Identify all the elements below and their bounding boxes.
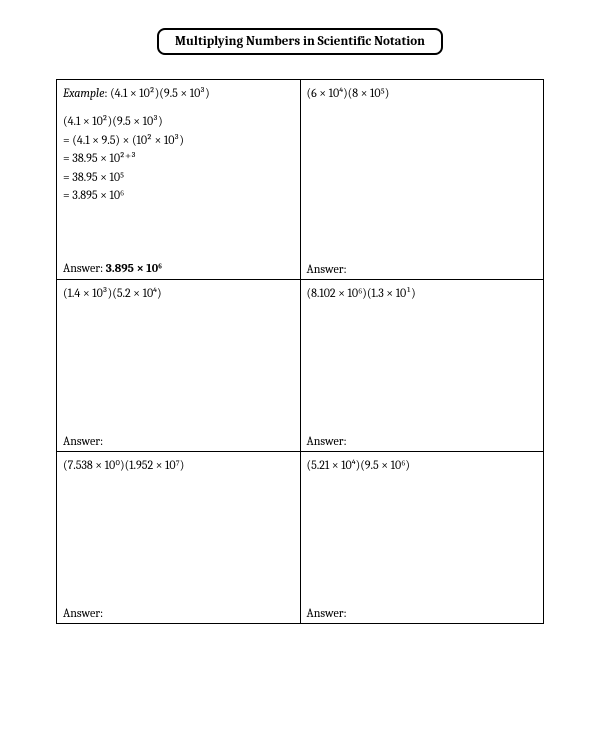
answer-label: Answer: — [63, 434, 103, 448]
cell-problem-5: (7.538 × 10⁰)(1.952 × 10⁷) Answer: — [57, 452, 301, 624]
answer-label: Answer: — [307, 606, 347, 620]
example-expression: (4.1 × 10²)(9.5 × 10³) — [110, 86, 210, 100]
answer-label: Answer: — [307, 434, 347, 448]
example-label: Example — [63, 86, 104, 100]
cell-example: Example: (4.1 × 10²)(9.5 × 10³) (4.1 × 1… — [57, 80, 301, 280]
answer-label: Answer: — [307, 262, 347, 276]
example-problem: Example: (4.1 × 10²)(9.5 × 10³) — [63, 84, 294, 102]
cell-problem-6: (5.21 × 10⁴)(9.5 × 10⁶) Answer: — [300, 452, 544, 624]
worksheet-page: Multiplying Numbers in Scientific Notati… — [0, 0, 600, 730]
problem-expression: (5.21 × 10⁴)(9.5 × 10⁶) — [307, 456, 538, 474]
work-line: = 3.895 × 10⁶ — [63, 186, 294, 205]
example-work: (4.1 × 10²)(9.5 × 10³) = (4.1 × 9.5) × (… — [63, 112, 294, 205]
answer-row: Answer: — [307, 606, 347, 620]
answer-row: Answer: — [63, 434, 103, 448]
answer-row: Answer: — [63, 606, 103, 620]
cell-problem-3: (1.4 × 10³)(5.2 × 10⁴) Answer: — [57, 280, 301, 452]
answer-label: Answer: — [63, 261, 106, 275]
work-line: = (4.1 × 9.5) × (10² × 10³) — [63, 131, 294, 150]
answer-value: 3.895 × 10⁶ — [106, 261, 162, 275]
answer-row: Answer: 3.895 × 10⁶ — [63, 261, 162, 276]
cell-problem-2: (6 × 10⁴)(8 × 10⁵) Answer: — [300, 80, 544, 280]
problem-grid: Example: (4.1 × 10²)(9.5 × 10³) (4.1 × 1… — [56, 79, 544, 624]
answer-row: Answer: — [307, 262, 347, 276]
worksheet-title: Multiplying Numbers in Scientific Notati… — [157, 28, 443, 55]
answer-label: Answer: — [63, 606, 103, 620]
problem-expression: (6 × 10⁴)(8 × 10⁵) — [307, 84, 538, 102]
work-line: = 38.95 × 10²⁺³ — [63, 149, 294, 168]
answer-row: Answer: — [307, 434, 347, 448]
work-line: (4.1 × 10²)(9.5 × 10³) — [63, 112, 294, 131]
problem-expression: (1.4 × 10³)(5.2 × 10⁴) — [63, 284, 294, 302]
work-line: = 38.95 × 10⁵ — [63, 168, 294, 187]
problem-expression: (7.538 × 10⁰)(1.952 × 10⁷) — [63, 456, 294, 474]
problem-expression: (8.102 × 10⁶)(1.3 × 10¹) — [307, 284, 538, 302]
cell-problem-4: (8.102 × 10⁶)(1.3 × 10¹) Answer: — [300, 280, 544, 452]
